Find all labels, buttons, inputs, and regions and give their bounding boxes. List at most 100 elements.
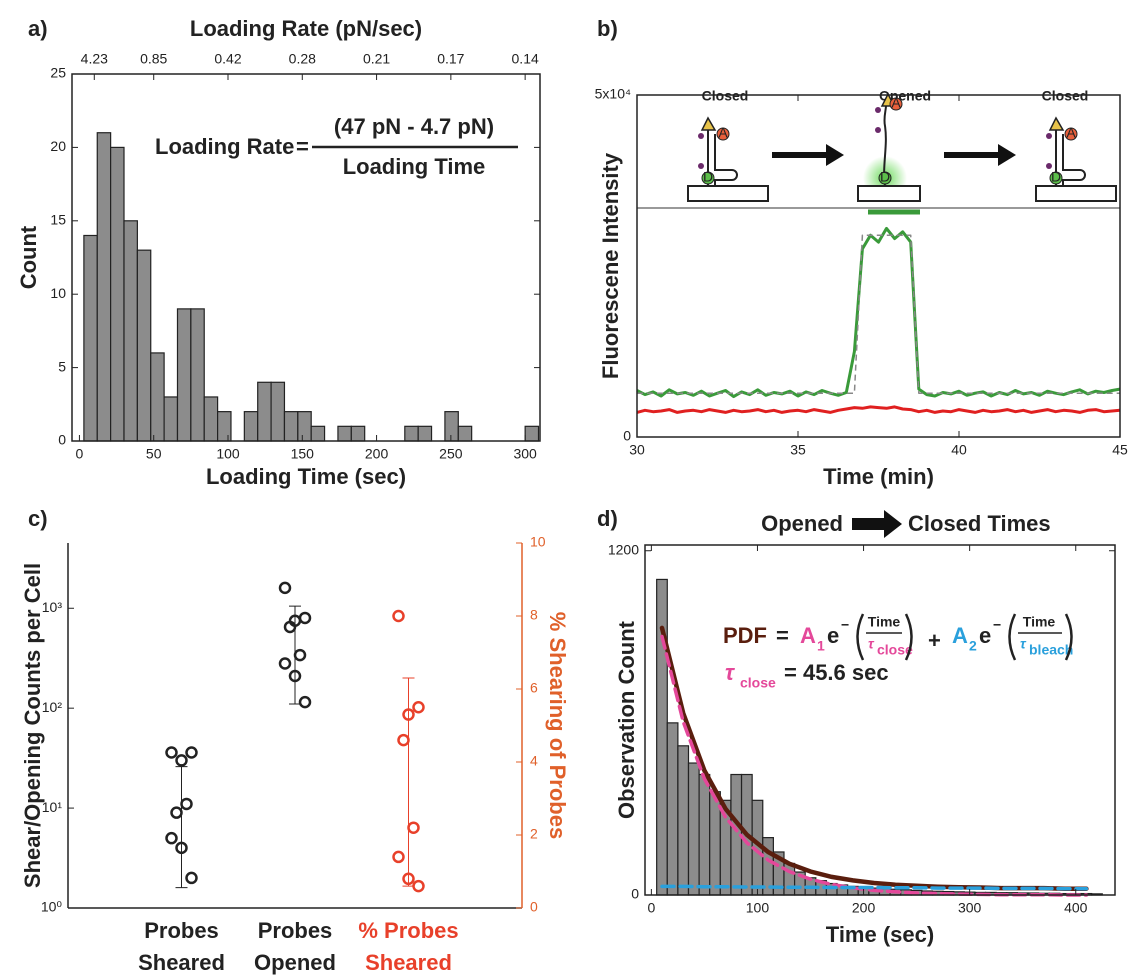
bar <box>283 411 299 442</box>
tau-sub: close <box>740 675 776 691</box>
bar <box>163 396 179 442</box>
formula-numerator: (47 pN - 4.7 pN) <box>334 114 494 139</box>
tau: τ <box>868 636 875 652</box>
bar <box>310 425 326 442</box>
series-line <box>636 405 1121 414</box>
point <box>293 648 307 662</box>
point <box>412 879 425 893</box>
exp-num: Time <box>868 614 901 630</box>
plot-frame <box>71 73 541 442</box>
y2-tick-label: 6 <box>530 680 538 696</box>
point <box>165 746 178 759</box>
tau-sub: close <box>877 642 913 658</box>
bar <box>297 411 312 442</box>
y-tick-label: 10³ <box>42 599 63 615</box>
bar <box>337 425 352 442</box>
point <box>180 797 193 811</box>
x-tick-label: 300 <box>513 446 537 462</box>
donor: D <box>1051 169 1061 185</box>
exp-sign: − <box>841 617 849 633</box>
formula-eq: = <box>776 623 789 648</box>
bar <box>176 308 192 442</box>
x-tick-label: 300 <box>958 900 982 916</box>
x-tick-label: 400 <box>1064 900 1088 916</box>
y2-axis-label: % Shearing of Probes <box>545 612 570 839</box>
y-tick-label: 1200 <box>608 541 639 557</box>
x-tick-label: 0 <box>76 446 84 462</box>
paren <box>1008 613 1017 661</box>
x-axis-label: Time (min) <box>823 464 934 489</box>
bar <box>457 425 473 442</box>
paren <box>1064 613 1073 661</box>
y-tick-label: 10 <box>50 285 66 301</box>
formula-lhs: PDF <box>723 623 767 648</box>
exp-base: e <box>979 623 991 648</box>
tau-value: = 45.6 sec <box>784 660 889 685</box>
point <box>165 831 178 845</box>
series-line <box>636 226 1121 399</box>
category-label: % Probes <box>358 918 458 943</box>
fit-curve <box>660 884 1089 891</box>
panel: 30 35 40 45 0 5x10⁴ b) Time (min) Fluorescene In… <box>595 16 1128 489</box>
panel-label: a) <box>28 16 48 41</box>
x2-tick-label: 0.17 <box>437 51 464 67</box>
y-axis-label: Count <box>16 225 41 289</box>
bar <box>404 425 419 442</box>
bar <box>270 381 286 442</box>
x-axis-label: Time (sec) <box>826 922 934 947</box>
paren <box>904 613 913 661</box>
title-arrow <box>852 510 902 538</box>
point <box>412 701 425 714</box>
panel-label: b) <box>597 16 618 41</box>
acceptor: A <box>1066 125 1076 141</box>
point <box>278 581 292 595</box>
x-tick-label: 0 <box>647 900 655 916</box>
x2-axis-label: Loading Rate (pN/sec) <box>190 16 422 41</box>
x-axis-label: Loading Time (sec) <box>206 464 406 489</box>
exp-num: Time <box>1023 614 1056 630</box>
point <box>402 708 415 721</box>
bar <box>687 762 700 896</box>
panel: Probes Sheared Probes Opened % Probes Sheared… <box>20 506 570 975</box>
y-tick-label: 10⁰ <box>41 899 63 915</box>
bar <box>350 425 366 442</box>
point <box>392 850 405 864</box>
bar <box>110 146 125 442</box>
point <box>283 620 297 634</box>
bar <box>243 411 259 442</box>
title-part: Opened <box>761 511 843 536</box>
series-line <box>637 234 1120 394</box>
y-tick-label: 0 <box>631 886 639 902</box>
bar <box>666 722 679 896</box>
x2-tick-label: 0.21 <box>363 51 390 67</box>
y-tick-label: 25 <box>50 65 66 81</box>
y2-tick-label: 10 <box>530 534 546 550</box>
formula-eq: = <box>296 134 309 159</box>
bar <box>698 773 711 896</box>
y-axis-label: Shear/Opening Counts per Cell <box>20 563 45 888</box>
bar <box>150 352 165 442</box>
bar <box>190 308 205 442</box>
x-tick-label: 250 <box>439 446 463 462</box>
y-tick-label: 0 <box>58 432 66 448</box>
y2-tick-label: 0 <box>530 899 538 915</box>
x-tick-label: 45 <box>1112 442 1128 458</box>
title-part: Closed Times <box>908 511 1051 536</box>
point <box>298 611 312 625</box>
y2-tick-label: 2 <box>530 826 538 842</box>
bar <box>444 411 459 442</box>
y-axis-label: Fluorescene Intensity <box>598 152 623 379</box>
point <box>278 657 292 670</box>
point <box>185 871 198 885</box>
x-tick-label: 40 <box>951 442 967 458</box>
category-label: Opened <box>254 950 336 975</box>
tau-sub: bleach <box>1029 642 1073 658</box>
bar <box>136 249 152 442</box>
panel-label: c) <box>28 506 48 531</box>
y-tick-label: 10¹ <box>42 799 63 815</box>
x2-tick-label: 0.85 <box>140 51 167 67</box>
coef: A <box>952 623 968 648</box>
bar <box>524 425 540 442</box>
x2-tick-label: 0.14 <box>512 51 539 67</box>
